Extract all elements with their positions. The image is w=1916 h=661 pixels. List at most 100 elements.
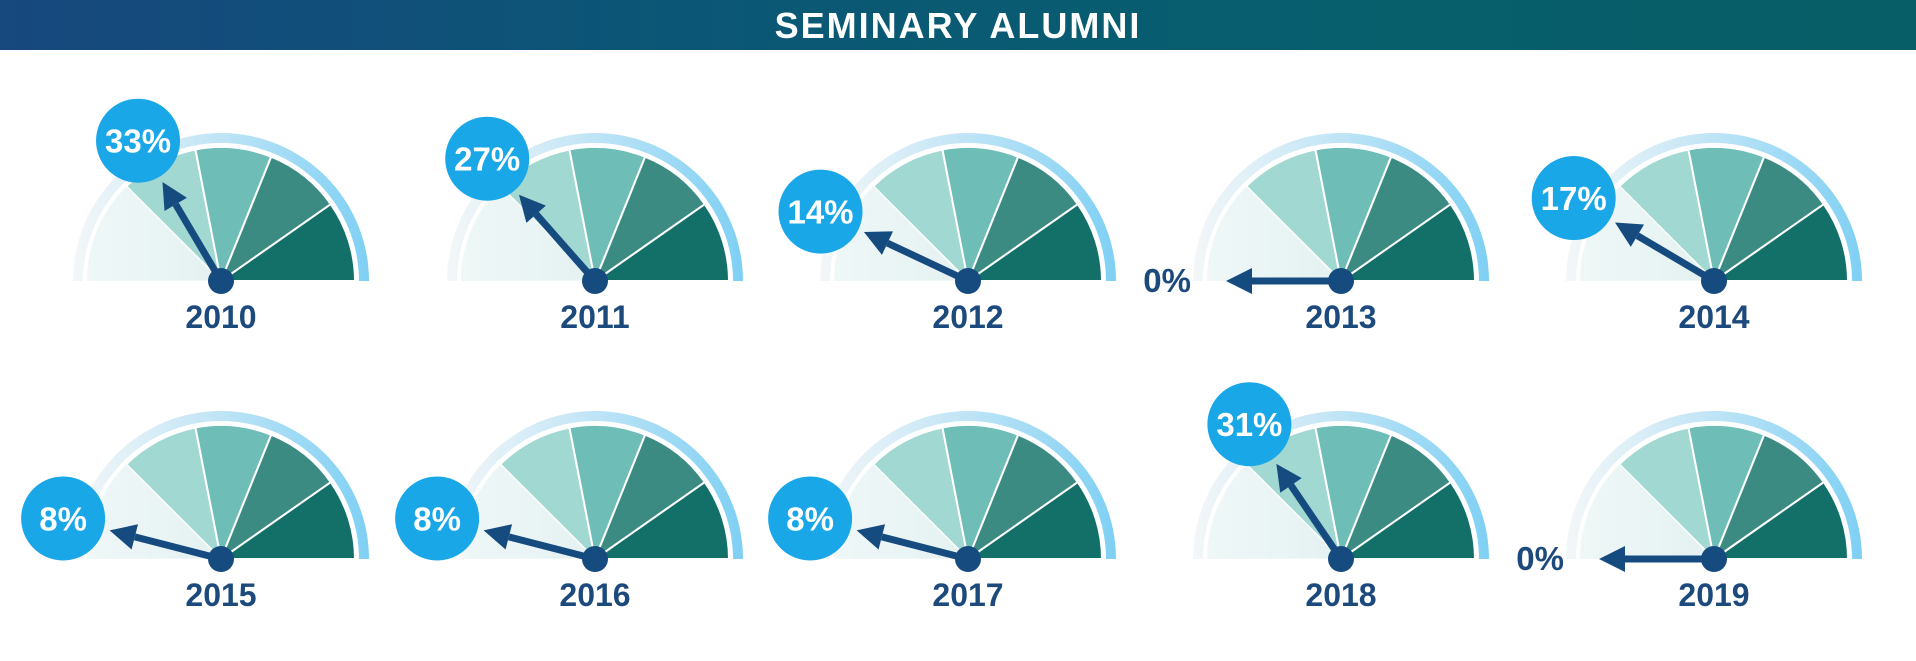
gauge-segment-base	[87, 186, 221, 281]
gauge-segment-3	[1314, 145, 1393, 282]
gauge-segment-3	[1314, 423, 1393, 560]
gauge-year-label: 2018	[1305, 577, 1376, 613]
gauge-segment-5	[594, 203, 730, 282]
gauge-segment-3	[941, 423, 1020, 560]
value-bubble	[96, 98, 181, 183]
gauge-2014: 2014 17%	[1531, 133, 1862, 335]
gauge-segment-3	[941, 145, 1020, 282]
gauge-segment-3	[1687, 145, 1766, 282]
gauge-segment-2	[499, 426, 596, 560]
gauge-segment-3	[194, 423, 273, 560]
gauge-pivot	[1328, 546, 1354, 572]
gauge-needle-head	[1599, 546, 1625, 572]
gauge-segment-4	[220, 433, 332, 560]
gauge-segment-4	[967, 155, 1079, 282]
gauge-pivot	[208, 546, 234, 572]
gauge-segment-3	[194, 145, 273, 282]
gauge-2011: 2011 27%	[445, 116, 743, 335]
value-label: 17%	[1541, 180, 1607, 217]
gauge-pivot	[582, 268, 608, 294]
gauge-needle-head	[162, 182, 187, 212]
gauge-segment-5	[1713, 481, 1849, 560]
gauge-pivot	[955, 546, 981, 572]
value-bubble	[395, 476, 480, 561]
gauge-year-label: 2013	[1305, 299, 1376, 335]
gauge-pivot	[208, 268, 234, 294]
gauge-segment-base	[1207, 186, 1341, 281]
gauge-needle-head	[109, 524, 139, 550]
gauge-needle-shaft	[507, 533, 596, 563]
gauge-needle-head	[483, 524, 513, 550]
gauge-needle-head	[1226, 268, 1252, 294]
value-bubble	[21, 476, 106, 561]
gauge-segment-5	[967, 203, 1103, 282]
gauge-pivot	[1701, 546, 1727, 572]
header-banner: SEMINARY ALUMNI	[0, 0, 1916, 50]
gauge-year-label: 2011	[560, 299, 629, 335]
gauge-segment-2	[872, 148, 969, 282]
gauge-year-label: 2016	[559, 577, 630, 613]
gauge-needle-shaft	[885, 239, 970, 285]
gauge-2015: 2015 8%	[21, 411, 369, 613]
value-label: 0%	[1516, 540, 1564, 577]
gauge-needle-shaft	[133, 533, 222, 563]
gauge-pivot	[955, 268, 981, 294]
gauge-segment-4	[1340, 155, 1452, 282]
gauge-year-label: 2012	[932, 299, 1003, 335]
page-title: SEMINARY ALUMNI	[774, 5, 1142, 46]
value-bubble	[1207, 382, 1292, 467]
gauge-segment-3	[568, 145, 647, 282]
gauge-pivot	[1328, 268, 1354, 294]
gauge-segment-4	[220, 155, 332, 282]
value-label: 27%	[454, 141, 520, 178]
gauge-year-label: 2014	[1678, 299, 1749, 335]
gauge-needle-shaft	[1635, 232, 1716, 285]
gauge-needle-head	[1615, 222, 1645, 247]
gauge-2013: 2013 0%	[1143, 133, 1489, 335]
value-bubble	[778, 169, 863, 254]
gauge-2017: 2017 8%	[768, 411, 1116, 613]
gauge-segment-3	[1687, 423, 1766, 560]
gauge-segment-2	[1618, 148, 1715, 282]
gauge-segment-5	[967, 481, 1103, 560]
value-label: 8%	[786, 500, 834, 537]
gauge-pivot	[582, 546, 608, 572]
value-label: 14%	[787, 194, 853, 231]
gauge-needle-shaft	[1288, 483, 1344, 561]
gauge-needle-shaft	[533, 211, 598, 284]
gauge-segment-base	[834, 186, 968, 281]
gauge-2019: 2019 0%	[1516, 411, 1862, 613]
gauge-segment-base	[1207, 464, 1341, 559]
gauge-segment-4	[594, 433, 706, 560]
gauge-needle-shaft	[880, 533, 969, 563]
gauge-needle-head	[1276, 463, 1302, 493]
gauge-2012: 2012 14%	[778, 133, 1116, 335]
gauge-year-label: 2015	[185, 577, 256, 613]
gauge-segment-4	[1713, 155, 1825, 282]
gauge-pivot	[1701, 268, 1727, 294]
gauge-segment-4	[1340, 433, 1452, 560]
gauge-2018: 2018 31%	[1193, 382, 1489, 613]
gauge-segment-base	[461, 186, 595, 281]
gauge-segment-2	[125, 426, 222, 560]
gauge-needle-head	[518, 194, 546, 223]
gauge-needle-shaft	[172, 202, 225, 283]
value-label: 31%	[1216, 406, 1282, 443]
gauge-segment-4	[967, 433, 1079, 560]
gauge-segment-base	[1580, 464, 1714, 559]
gauge-segment-2	[872, 426, 969, 560]
gauge-needle-head	[856, 524, 886, 550]
value-bubble	[445, 116, 530, 201]
value-label: 8%	[413, 500, 461, 537]
gauge-segment-5	[220, 203, 356, 282]
value-bubble	[768, 476, 853, 561]
gauge-year-label: 2010	[185, 299, 256, 335]
gauge-segment-4	[1713, 433, 1825, 560]
value-label: 8%	[39, 500, 87, 537]
gauge-needle-head	[863, 231, 894, 255]
gauge-year-label: 2017	[932, 577, 1003, 613]
gauge-segment-5	[1340, 481, 1476, 560]
gauge-year-label: 2019	[1678, 577, 1749, 613]
gauge-segment-2	[1618, 426, 1715, 560]
